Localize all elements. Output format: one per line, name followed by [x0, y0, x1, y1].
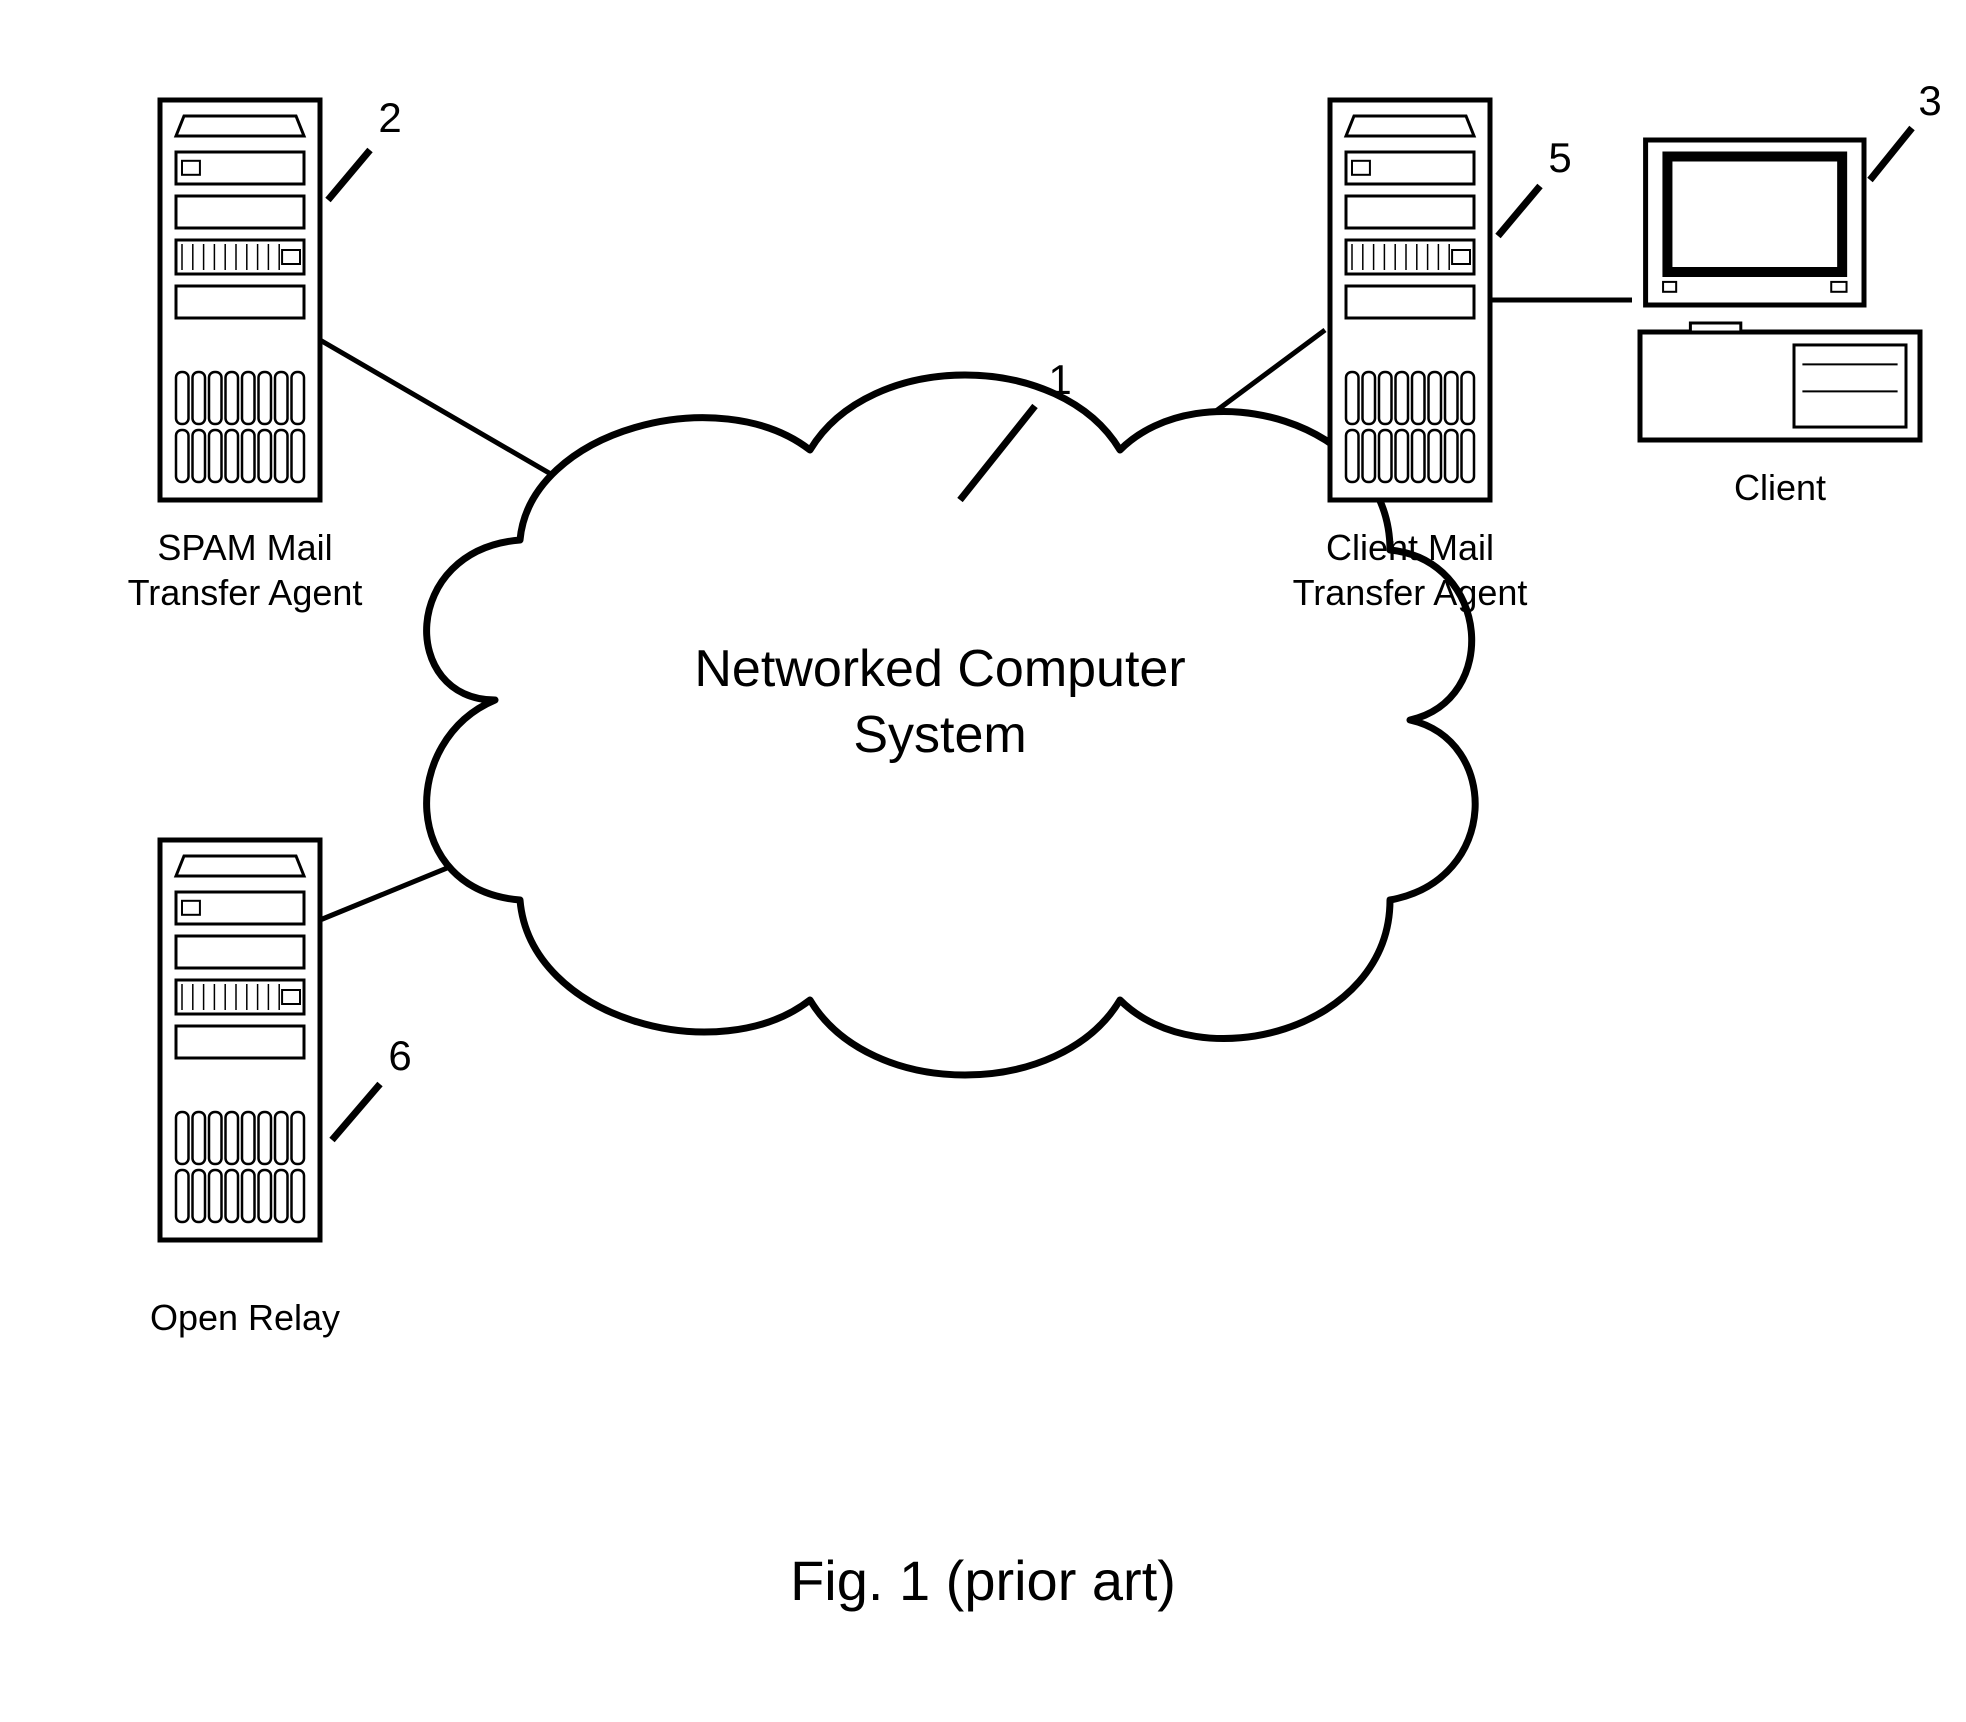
label-spam-mta-line2: Transfer Agent [128, 572, 363, 613]
server-client-mta-icon [1330, 100, 1490, 500]
figure-caption: Fig. 1 (prior art) [790, 1549, 1176, 1612]
ref-number-6: 6 [388, 1032, 411, 1079]
client-pc-icon [1640, 140, 1920, 440]
server-spam-mta-icon [160, 100, 320, 500]
label-open-relay: Open Relay [150, 1297, 340, 1338]
diagram-canvas: Networked ComputerSystemSPAM MailTransfe… [0, 0, 1966, 1722]
cloud-title-line1: Networked Computer [694, 640, 1185, 698]
label-client-mta-line2: Transfer Agent [1293, 572, 1528, 613]
cloud-title-line2: System [853, 706, 1026, 764]
diagram-svg: Networked ComputerSystemSPAM MailTransfe… [0, 0, 1966, 1722]
cloud-network: Networked Computer System [427, 375, 1476, 1075]
ref-number-1: 1 [1048, 356, 1071, 403]
ref-number-2: 2 [378, 94, 401, 141]
label-client: Client [1734, 467, 1826, 508]
label-spam-mta-line1: SPAM Mail [157, 527, 332, 568]
ref-number-5: 5 [1548, 134, 1571, 181]
ref-tick-2 [328, 150, 370, 200]
ref-number-3: 3 [1918, 77, 1941, 124]
label-client-mta-line1: Client Mail [1326, 527, 1494, 568]
ref-tick-3 [1870, 128, 1912, 180]
ref-tick-5 [1498, 186, 1540, 236]
ref-tick-6 [332, 1084, 380, 1140]
server-open-relay-icon [160, 840, 320, 1240]
